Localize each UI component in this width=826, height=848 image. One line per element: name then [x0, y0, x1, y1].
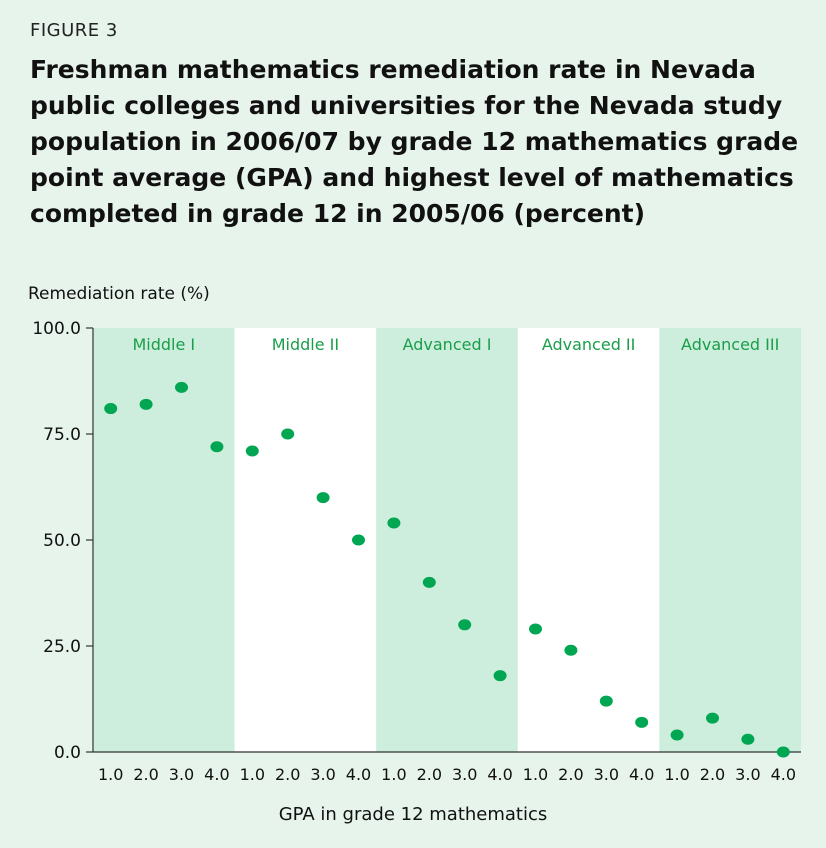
data-point	[776, 746, 790, 758]
data-point	[564, 644, 578, 656]
y-axis-label: Remediation rate (%)	[28, 284, 210, 304]
y-tick-label: 0.0	[54, 743, 81, 763]
group-label: Advanced III	[681, 335, 779, 354]
x-tick-label: 1.0	[381, 765, 406, 784]
data-point	[139, 398, 153, 410]
group-label: Advanced II	[542, 335, 636, 354]
data-point	[387, 517, 401, 529]
data-point	[635, 716, 649, 728]
x-tick-label: 2.0	[417, 765, 442, 784]
band-middle-i	[93, 328, 235, 752]
data-point	[670, 729, 684, 741]
x-tick-label: 1.0	[523, 765, 548, 784]
y-tick-label: 75.0	[43, 425, 81, 445]
data-point	[599, 695, 613, 707]
chart-title: Freshman mathematics remediation rate in…	[30, 55, 799, 228]
x-tick-label: 4.0	[629, 765, 654, 784]
x-tick-label: 4.0	[487, 765, 512, 784]
x-tick-label: 2.0	[275, 765, 300, 784]
x-tick-label: 2.0	[133, 765, 158, 784]
data-point	[175, 381, 188, 393]
x-tick-label: 4.0	[346, 765, 371, 784]
group-label: Middle II	[272, 335, 339, 354]
x-tick-label: 1.0	[98, 765, 123, 784]
x-tick-label: 3.0	[594, 765, 619, 784]
data-point	[281, 428, 295, 440]
y-tick-label: 100.0	[32, 319, 81, 339]
data-point	[104, 403, 118, 415]
data-point	[422, 576, 436, 588]
x-tick-label: 2.0	[558, 765, 583, 784]
x-tick-label: 2.0	[700, 765, 725, 784]
group-label: Advanced I	[403, 335, 492, 354]
data-point	[529, 623, 542, 635]
data-point	[316, 492, 330, 504]
x-tick-label: 3.0	[452, 765, 477, 784]
x-tick-label: 1.0	[664, 765, 689, 784]
x-tick-label: 3.0	[735, 765, 760, 784]
x-tick-label: 3.0	[169, 765, 194, 784]
data-point	[493, 670, 507, 682]
figure-label: FIGURE 3	[30, 20, 118, 41]
band-advanced-i	[376, 328, 518, 752]
data-point	[458, 619, 472, 631]
data-point	[210, 441, 224, 453]
group-label: Middle I	[132, 335, 195, 354]
x-tick-label: 3.0	[310, 765, 335, 784]
x-tick-label: 4.0	[204, 765, 229, 784]
band-advanced-ii	[517, 328, 660, 752]
data-point	[706, 712, 719, 724]
y-tick-label: 50.0	[43, 531, 81, 551]
band-advanced-iii	[659, 328, 801, 752]
x-axis-label: GPA in grade 12 mathematics	[278, 804, 548, 825]
data-point	[352, 534, 365, 546]
x-tick-label: 4.0	[771, 765, 796, 784]
y-tick-label: 25.0	[43, 637, 81, 657]
data-point	[741, 733, 755, 745]
x-tick-label: 1.0	[240, 765, 265, 784]
data-point	[245, 445, 259, 457]
